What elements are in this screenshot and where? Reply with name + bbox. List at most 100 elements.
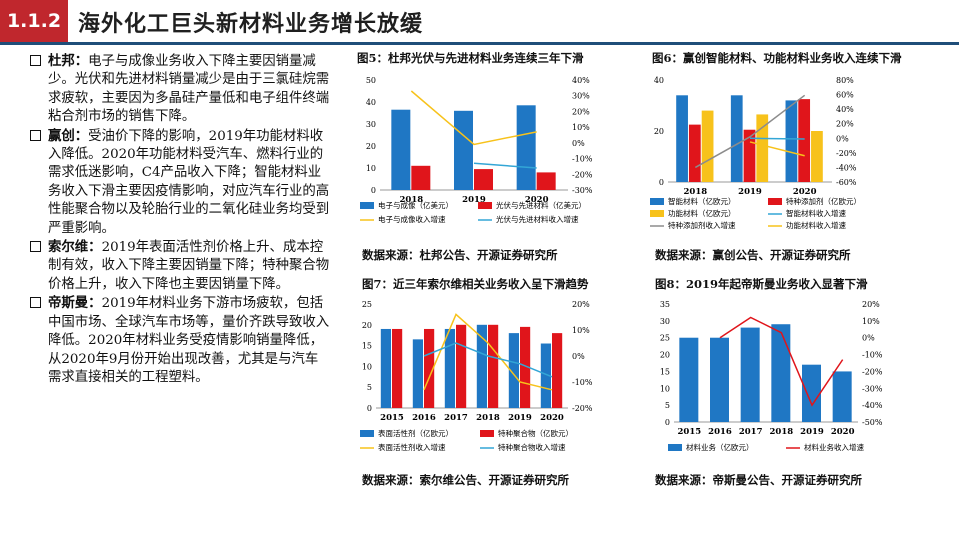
y-tick-label: 0 [367, 404, 372, 413]
bar [380, 328, 391, 408]
bar [444, 328, 455, 408]
chart-fig5: 0 10 20 30 40 50 -30% -20% -10% 0% 10% 20% 30% 40% 201… [360, 76, 593, 224]
legend-label: 电子与成像收入增速 [378, 214, 446, 224]
y-tick-label: 40 [366, 98, 376, 107]
legend-swatch [650, 210, 664, 217]
x-tick-label: 2019 [462, 195, 486, 205]
y-tick-label: 25 [660, 334, 670, 343]
checkbox-bullet-icon [30, 297, 41, 309]
bar [688, 124, 701, 182]
section-number: 1.1.2 [0, 0, 68, 42]
series-line [694, 94, 806, 169]
bar [552, 333, 563, 408]
y2-tick-label: 20% [862, 300, 880, 309]
checkbox-bullet-icon [30, 55, 41, 66]
paragraph-text: 2019年材料业务下游市场疲软，包括中国市场、全球汽车市场等，量价齐跌导致收入降… [48, 296, 330, 385]
x-tick-label: 2016 [708, 427, 732, 437]
legend-label: 特种聚合物收入增速 [498, 442, 566, 452]
x-tick-label: 2019 [508, 413, 532, 423]
y2-tick-label: -60% [836, 178, 857, 187]
y2-tick-label: -40% [862, 401, 883, 410]
legend-label: 功能材料（亿欧元） [668, 208, 736, 218]
x-tick-label: 2015 [677, 427, 701, 437]
bar [811, 131, 823, 182]
bar [474, 169, 493, 190]
x-tick-label: 2017 [444, 413, 468, 423]
bar [701, 110, 714, 182]
y-tick-label: 25 [362, 300, 372, 309]
figure-title: 图5：杜邦光伏与先进材料业务连续三年下滑 [357, 51, 584, 65]
figure-7-source: 数据来源：索尔维公告、开源证券研究所 [362, 473, 569, 487]
company-name: 杜邦： [48, 53, 89, 69]
y2-tick-label: -50% [862, 418, 883, 427]
y2-tick-label: 10% [572, 123, 590, 132]
x-tick-label: 2020 [831, 427, 855, 437]
y2-tick-label: -30% [862, 384, 883, 393]
bar [756, 114, 769, 182]
y-tick-label: 20 [366, 142, 376, 151]
y2-tick-label: 60% [836, 91, 854, 100]
x-tick-label: 2020 [793, 187, 817, 197]
y-tick-label: 10 [660, 384, 670, 393]
legend-label: 电子与成像（亿美元） [378, 200, 453, 210]
company-name: 索尔维： [48, 239, 102, 256]
series-line [749, 137, 805, 140]
x-tick-label: 2019 [738, 187, 762, 197]
legend-swatch [478, 202, 492, 209]
y2-tick-label: -10% [862, 351, 883, 360]
bar [392, 328, 403, 408]
bar [676, 95, 688, 182]
y-tick-label: 20 [362, 321, 372, 330]
y2-tick-label: 20% [836, 120, 854, 129]
legend-label: 智能材料（亿欧元） [668, 196, 736, 206]
y-tick-label: 15 [660, 367, 670, 376]
paragraph-evonik: 赢创：受油价下降的影响，2019年功能材料收入降低。2020年功能材料受汽车、燃… [30, 127, 330, 238]
x-tick-label: 2017 [739, 427, 763, 437]
legend-label: 特种添加剂收入增速 [668, 220, 736, 230]
bar [424, 328, 435, 408]
bar [798, 99, 811, 182]
y2-tick-label: -40% [836, 163, 857, 172]
company-name: 帝斯曼： [48, 295, 102, 312]
y-tick-label: 40 [654, 76, 664, 85]
x-tick-label: 2018 [399, 195, 423, 205]
x-tick-label: 2016 [412, 413, 436, 423]
y2-tick-label: 20% [572, 107, 590, 116]
figure-6-source: 数据来源：赢创公告、开源证券研究所 [655, 248, 851, 262]
y2-tick-label: -30% [572, 186, 593, 195]
paragraph-text: 2019年表面活性剂价格上升、成本控制有效，收入下降主要因销量下降；特种聚合物价… [48, 240, 330, 292]
y2-tick-label: 0% [836, 134, 849, 143]
bar [391, 109, 411, 190]
bar [743, 129, 756, 182]
y-tick-label: 20 [654, 127, 664, 136]
x-tick-label: 2020 [525, 195, 549, 205]
chart-fig8: 0 5 10 15 20 25 30 35 -50% -40% -30% -20% -10% 0% 10% 2… [660, 300, 883, 452]
x-tick-label: 2018 [476, 413, 500, 423]
y2-tick-label: 30% [572, 92, 590, 101]
y-tick-label: 20 [660, 351, 670, 360]
y2-tick-label: -20% [572, 404, 593, 413]
legend-label: 功能材料收入增速 [786, 220, 846, 230]
series-line [473, 162, 537, 169]
legend-label: 特种添加剂（亿欧元） [786, 196, 861, 206]
paragraph-text: 电子与成像业务收入下降主要因销量减少。光伏和先进材料销量减少是由于三氯硅烷需求疲… [48, 54, 330, 125]
x-tick-label: 2015 [380, 413, 404, 423]
y2-tick-label: 10% [572, 326, 590, 335]
y-tick-label: 5 [665, 401, 670, 410]
legend-swatch [480, 430, 494, 437]
checkbox-bullet-icon [30, 241, 41, 253]
bar [802, 364, 821, 422]
bar [488, 324, 499, 408]
y2-tick-label: -20% [836, 149, 857, 158]
y2-tick-label: 20% [572, 300, 590, 309]
figure-title: 图8：2019年起帝斯曼业务收入显著下滑 [655, 277, 868, 291]
legend-swatch [360, 202, 374, 209]
x-tick-label: 2019 [800, 427, 824, 437]
bar [411, 165, 431, 190]
series-line [423, 342, 553, 378]
bar [679, 337, 699, 422]
y2-tick-label: 40% [836, 105, 854, 114]
legend-label: 光伏与先进材料收入增速 [496, 214, 579, 224]
y-tick-label: 0 [371, 186, 376, 195]
bar [508, 333, 519, 408]
